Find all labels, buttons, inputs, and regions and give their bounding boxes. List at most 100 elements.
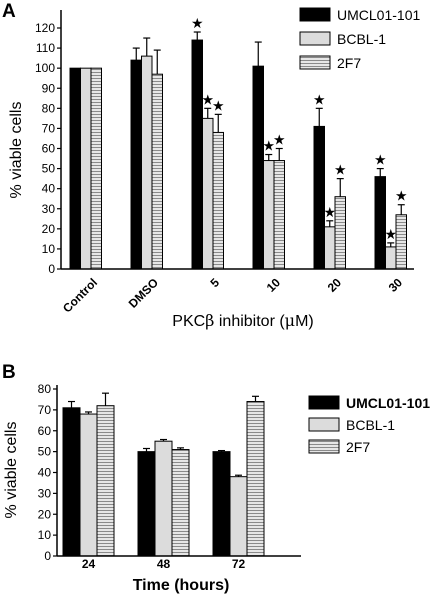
y-tick-label: 20 [42,222,56,236]
bar-black [374,176,386,270]
panel-b-legend: UMCL01-101 BCBL-1 2F7 [308,395,430,455]
x-category-label: 24 [82,557,96,571]
xlabel-part: PKC [172,313,205,330]
x-category-label: DMSO [126,275,161,310]
legend-label: BCBL-1 [337,31,386,47]
xlabel-mu: μ [285,311,295,330]
y-tick-label: 50 [38,445,52,459]
significance-star: ★ [384,227,397,243]
panel-b-bars [62,392,265,557]
y-tick-label: 80 [38,382,52,396]
significance-star: ★ [191,16,204,32]
significance-star: ★ [313,92,326,108]
x-category-label: Control [60,275,100,315]
panel-b: B 0 10 20 30 40 50 60 70 80 24 48 72 % viable cell… [2,362,430,594]
bar-light [79,413,98,557]
panel-a-ylabel: % viable cells [8,102,25,199]
bar-black [212,451,231,557]
bar-black [191,39,203,270]
bar-black [137,451,156,557]
y-tick-label: 10 [42,242,56,256]
significance-star: ★ [323,205,336,221]
y-tick-label: 40 [38,466,52,480]
y-tick-label: 10 [38,528,52,542]
y-tick-label: 20 [38,507,52,521]
legend-swatch-light [308,417,340,432]
legend-swatch-black [299,7,331,22]
y-tick-label: 40 [42,182,56,196]
legend-swatch-light [299,31,331,46]
bar-striped [171,449,190,557]
panel-a-legend: UMCL01-101 BCBL-1 2F7 [299,7,420,71]
significance-star: ★ [334,163,347,179]
significance-star: ★ [395,189,408,205]
y-tick-label: 0 [48,262,55,276]
bar-light [141,55,153,270]
x-category-label: 30 [386,275,406,295]
bar-light [229,476,248,557]
xlabel-part: inhibitor ( [214,313,285,330]
significance-star: ★ [273,133,286,149]
bar-striped [96,405,115,557]
xlabel-part: M) [295,313,314,330]
y-tick-label: 60 [42,142,56,156]
legend-label: 2F7 [337,55,361,71]
significance-star: ★ [374,153,387,169]
bar-black [69,67,81,270]
bar-light [263,160,275,270]
legend-swatch-striped [299,55,331,70]
bar-light [385,246,397,270]
panel-b-xlabel: Time (hours) [133,577,230,594]
bar-light [324,226,336,270]
bar-striped [212,131,224,270]
significance-star: ★ [212,98,225,114]
bar-black [62,407,81,557]
y-tick-label: 110 [36,41,55,55]
y-tick-label: 100 [35,61,55,75]
bar-black [130,59,142,270]
y-tick-label: 0 [44,549,51,563]
legend-label: BCBL-1 [346,417,395,433]
y-tick-label: 120 [35,21,55,35]
y-tick-label: 70 [38,403,52,417]
panel-a-category-labels: Control DMSO 5 10 20 30 [60,275,405,315]
bar-striped [246,401,265,557]
x-category-label: 20 [325,275,345,295]
panel-a-xlabel: PKCβ inhibitor (μM) [172,311,313,330]
panel-b-ylabel: % viable cells [3,422,20,519]
significance-star: ★ [262,139,275,155]
bar-black [252,65,264,270]
y-tick-label: 30 [38,486,52,500]
bar-light [202,117,214,270]
bar-light [154,440,173,557]
bar-striped [151,73,163,270]
panel-a-yticks: 0 10 20 30 40 50 60 70 80 90 100 110 120 [35,21,61,276]
y-tick-label: 70 [42,121,56,135]
bar-striped [90,67,102,270]
panel-a-bars: ★★★★★★★★★★★ [69,16,408,270]
significance-star: ★ [201,92,214,108]
bar-light [80,67,92,270]
y-tick-label: 80 [42,101,56,115]
legend-label: UMCL01-101 [337,7,420,23]
panel-b-yticks: 0 10 20 30 40 50 60 70 80 [38,382,57,563]
legend-label: UMCL01-101 [346,395,430,411]
y-tick-label: 50 [42,162,56,176]
x-category-label: 48 [157,557,171,571]
y-tick-label: 30 [42,202,56,216]
xlabel-beta: β [205,311,214,330]
legend-swatch-striped [308,439,340,454]
bar-black [313,125,325,270]
y-tick-label: 60 [38,424,52,438]
y-tick-label: 90 [42,81,56,95]
panel-b-label: B [2,362,16,383]
panel-b-category-labels: 24 48 72 [82,557,246,571]
bar-striped [273,160,285,270]
legend-label: 2F7 [346,439,370,455]
x-category-label: 72 [232,557,246,571]
panel-a-label: A [2,1,16,22]
bar-striped [395,214,407,270]
x-category-label: 10 [264,275,284,295]
